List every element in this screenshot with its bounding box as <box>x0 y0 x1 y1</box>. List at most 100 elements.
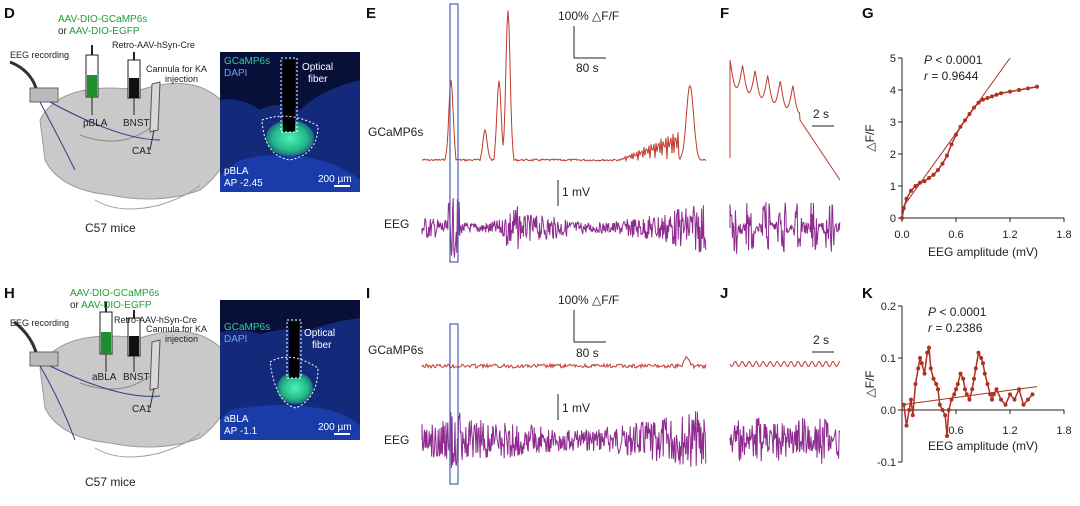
virus-label-2-h: AAV-DIO-EGFP <box>81 300 152 311</box>
retro-label-h: Retro-AAV-hSyn-Cre <box>114 315 197 325</box>
hist-scale-label: 200 µm <box>318 174 352 185</box>
r-value: r = 0.2386 <box>928 321 983 335</box>
zoom-window-i <box>449 323 459 485</box>
x-tick-label: 0.6 <box>948 425 963 437</box>
retro-label: Retro-AAV-hSyn-Cre <box>112 40 195 50</box>
or-label: or <box>58 26 69 37</box>
site-ca1: CA1 <box>132 146 152 157</box>
hist-gcamp-label-h: GCaMP6s <box>224 322 270 333</box>
y-tick-label: 2 <box>890 149 896 161</box>
hist-dapi-label-h: DAPI <box>224 334 247 345</box>
eeg-recording-label-h: EEG recording <box>10 318 69 328</box>
calcium-zoom-f <box>729 59 841 181</box>
x-tick-label: 0.6 <box>948 229 963 241</box>
calcium-trace-e <box>421 10 707 163</box>
y-tick-label: 0.0 <box>881 405 896 417</box>
panel-label-h: H <box>4 285 15 302</box>
site-bnst-h: BNST <box>123 372 150 383</box>
schematic-d: AAV-DIO-GCaMP6s or AAV-DIO-EGFP Retro-AA… <box>9 14 233 235</box>
brain-shape <box>39 82 233 200</box>
hist-fiber-1-h: Optical <box>304 328 335 339</box>
x-tick-label: 1.8 <box>1056 229 1071 241</box>
cannula-label-1: Cannula for KA <box>146 64 207 74</box>
y-tick-label: 0 <box>890 213 896 225</box>
scale-label-f: 2 s <box>813 107 829 121</box>
r-value: r = 0.9644 <box>924 69 979 83</box>
scatter-chart-k: 0.2 0.1 0.0 -0.1 0.6 1.2 1.8 EEG amplitude (mV)… <box>863 301 1072 469</box>
eeg-scale-label-i: 1 mV <box>562 401 590 415</box>
hist-gcamp-label: GCaMP6s <box>224 56 270 67</box>
site-pbla: pBLA <box>83 118 108 129</box>
hist-fiber-1: Optical <box>302 62 333 73</box>
panel-label-j: J <box>720 285 728 302</box>
x-tick-label: 1.8 <box>1056 425 1071 437</box>
calcium-zoom-j <box>729 360 841 368</box>
hist-coord-h: AP -1.1 <box>224 426 258 437</box>
hist-fiber-2-h: fiber <box>312 340 332 351</box>
y-tick-label: -0.1 <box>877 457 896 469</box>
y-tick-label: 4 <box>890 85 896 97</box>
y-tick-label: 1 <box>890 181 896 193</box>
eeg-recording-label: EEG recording <box>10 50 69 60</box>
y-tick-label: 3 <box>890 117 896 129</box>
y-tick-label: 5 <box>890 53 896 65</box>
hist-region-h: aBLA <box>224 414 249 425</box>
eeg-trace-e <box>421 198 707 258</box>
y-axis-label: △F/F <box>863 370 877 397</box>
virus-label-1: AAV-DIO-GCaMP6s <box>58 14 147 25</box>
trace-label-gcamp-i: GCaMP6s <box>368 343 423 357</box>
fit-line <box>901 57 1011 209</box>
scale-label-dff-i: 100% △F/F <box>558 293 619 307</box>
fit-line <box>901 386 1038 406</box>
cannula-label-2-h: injection <box>165 334 198 344</box>
mice-label: C57 mice <box>85 221 136 235</box>
hist-dapi-label: DAPI <box>224 68 247 79</box>
data-line <box>901 86 1038 219</box>
panel-label-f: F <box>720 5 729 22</box>
virus-label-1-h: AAV-DIO-GCaMP6s <box>70 288 159 299</box>
trace-label-eeg-e: EEG <box>384 217 409 231</box>
x-tick-label: 1.2 <box>1002 229 1017 241</box>
y-tick-label: 0.2 <box>881 301 896 313</box>
mice-label-h: C57 mice <box>85 475 136 489</box>
hist-scale-label-h: 200 µm <box>318 422 352 433</box>
p-value: P < 0.0001 <box>924 53 983 67</box>
panel-label-k: K <box>862 285 873 302</box>
scale-label-time-i: 80 s <box>576 346 599 360</box>
histology-d: GCaMP6s DAPI Optical fiber pBLA AP -2.45… <box>220 52 360 192</box>
scatter-chart-g: 0 1 2 3 4 5 0.0 0.6 1.2 1.8 EEG amplitude (mV) △F/F… <box>863 53 1072 259</box>
cannula-label-1-h: Cannula for KA <box>146 324 207 334</box>
panel-label-g: G <box>862 5 874 22</box>
virus-label-2: AAV-DIO-EGFP <box>69 26 140 37</box>
cannula-label-2: injection <box>165 74 198 84</box>
x-tick-label: 0.0 <box>894 229 909 241</box>
svg-text:or AAV-DIO-EGFP: or AAV-DIO-EGFP <box>70 300 152 311</box>
svg-text:or AAV-DIO-EGFP: or AAV-DIO-EGFP <box>58 26 140 37</box>
panel-label-i: I <box>366 285 370 302</box>
hist-coord: AP -2.45 <box>224 178 263 189</box>
y-axis-label: △F/F <box>863 124 877 151</box>
x-tick-label: 1.2 <box>1002 425 1017 437</box>
site-ca1-h: CA1 <box>132 404 152 415</box>
site-bnst: BNST <box>123 118 150 129</box>
eeg-connector-h <box>29 351 59 367</box>
eeg-zoom-f <box>729 202 841 254</box>
or-label-h: or <box>70 300 81 311</box>
scale-label-j: 2 s <box>813 333 829 347</box>
p-value: P < 0.0001 <box>928 305 987 319</box>
eeg-trace-i <box>421 411 707 469</box>
y-tick-label: 0.1 <box>881 353 896 365</box>
eeg-connector <box>29 87 59 103</box>
calcium-trace-i <box>421 355 707 370</box>
eeg-zoom-j <box>729 417 841 464</box>
panel-label-d: D <box>4 5 15 22</box>
panel-label-e: E <box>366 5 376 22</box>
scale-label-time-e: 80 s <box>576 61 599 75</box>
site-abla: aBLA <box>92 372 117 383</box>
histology-h: GCaMP6s DAPI Optical fiber aBLA AP -1.1 … <box>220 300 360 440</box>
eeg-scale-label-e: 1 mV <box>562 185 590 199</box>
data-line <box>903 347 1034 437</box>
x-axis-label: EEG amplitude (mV) <box>928 245 1038 259</box>
trace-label-eeg-i: EEG <box>384 433 409 447</box>
